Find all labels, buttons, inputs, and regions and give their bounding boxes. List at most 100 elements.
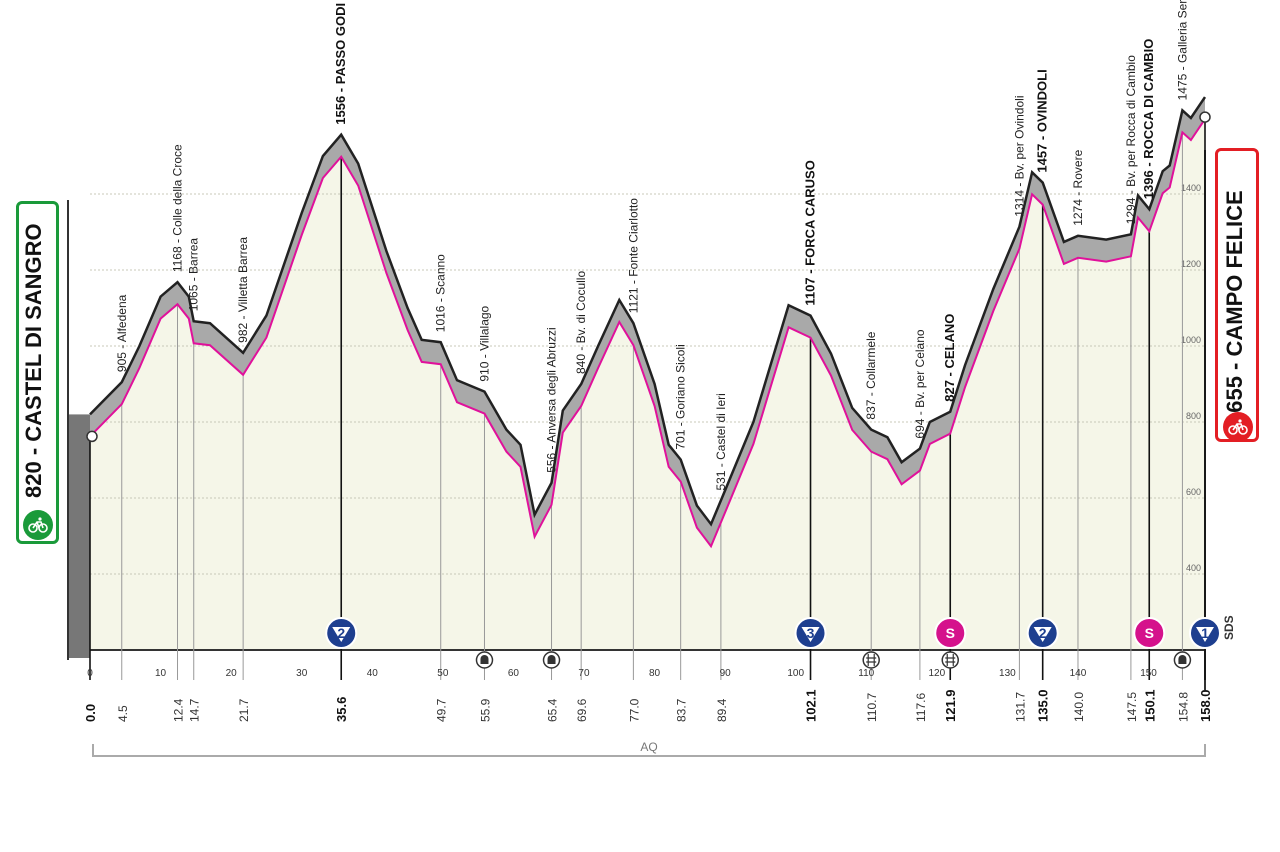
altitude-tick-label: 800 <box>1186 411 1201 421</box>
waypoint-label: 1274 - Rovere <box>1071 149 1085 225</box>
badge-label: S <box>1145 625 1154 641</box>
km-label: 154.8 <box>1176 692 1190 722</box>
altitude-tick-label: 1200 <box>1181 259 1201 269</box>
x-tick-label: 30 <box>296 668 308 679</box>
mountain-icon <box>332 627 351 642</box>
x-tick-label: 0 <box>87 668 93 679</box>
km-label: 35.6 <box>334 697 349 722</box>
x-tick-label: 40 <box>367 668 379 679</box>
x-tick-label: 110 <box>858 668 874 679</box>
profile-panel <box>90 119 1205 651</box>
badge-label: 3 <box>807 625 815 641</box>
altitude-tick-label: 1400 <box>1181 183 1201 193</box>
waypoint-label: 531 - Castel di Ieri <box>714 393 728 490</box>
km-label: 140.0 <box>1072 692 1086 722</box>
km-label: 77.0 <box>627 698 641 722</box>
x-tick-label: 140 <box>1070 668 1087 679</box>
waypoint-label: 840 - Bv. di Cocullo <box>574 271 588 374</box>
waypoint-label: 837 - Collarmele <box>864 331 878 419</box>
x-tick-label: 130 <box>999 668 1016 679</box>
tunnel-arch <box>547 655 556 664</box>
waypoint-label: 827 - CELANO <box>942 314 957 402</box>
finish-name: 1655 - CAMPO FELICE <box>1222 190 1247 425</box>
altitude-tick-label: 400 <box>1186 563 1201 573</box>
finish-cyclist-badge <box>1223 412 1253 442</box>
waypoint-label: 694 - Bv. per Celano <box>913 329 927 438</box>
waypoint-label: 982 - Villetta Barrea <box>236 237 250 343</box>
km-label: 89.4 <box>715 698 729 722</box>
mountain-icon <box>801 627 820 642</box>
x-tick-label: 90 <box>720 668 732 679</box>
waypoint-label: 1457 - OVINDOLI <box>1035 69 1050 172</box>
km-label: 83.7 <box>675 698 689 722</box>
waypoint-label: 910 - Villalago <box>477 305 491 381</box>
waypoint-label: 1556 - PASSO GODI <box>333 3 348 125</box>
finish-box <box>1215 148 1259 442</box>
km-label: 121.9 <box>943 689 958 722</box>
badge-label: 2 <box>1039 625 1047 641</box>
waypoint-label: 1475 - Galleria Serralunga <box>1175 0 1189 100</box>
start-wall <box>68 414 90 658</box>
finish-point <box>1199 111 1211 123</box>
sds-label: SDS <box>1222 615 1236 640</box>
x-tick-label: 20 <box>226 668 238 679</box>
altitude-tick-label: 1000 <box>1181 335 1201 345</box>
chart-panel <box>68 119 1205 658</box>
waypoint-label: 556 - Anversa degli Abruzzi <box>545 327 559 472</box>
km-label: 102.1 <box>804 689 819 722</box>
x-tick-label: 50 <box>437 668 449 679</box>
km-label: 135.0 <box>1036 689 1051 722</box>
km-label: 4.5 <box>116 705 130 722</box>
mountain-icon <box>1033 627 1052 642</box>
mountain-icon <box>1196 627 1214 642</box>
waypoint-label: 1065 - Barrea <box>187 238 201 312</box>
x-tick-label: 60 <box>508 668 520 679</box>
elevation-profile <box>86 96 1211 549</box>
waypoint-label: 1016 - Scanno <box>434 254 448 332</box>
category-badges: 2 3 S 2 S 1 <box>325 617 1221 649</box>
km-label: 55.9 <box>478 698 492 722</box>
tunnel-arch <box>480 655 489 664</box>
road-icons <box>475 651 1192 669</box>
waypoint-label: 1396 - ROCCA DI CAMBIO <box>1141 39 1156 200</box>
start-point <box>86 430 98 443</box>
cyclist-icon <box>28 517 48 533</box>
altitude-tick-label: 600 <box>1186 487 1201 497</box>
level-crossing-icon <box>941 651 959 669</box>
x-tick-label: 150 <box>1140 668 1157 679</box>
km-label: 12.4 <box>172 698 186 722</box>
level-crossing-icon <box>862 651 880 669</box>
x-tick-label: 10 <box>155 668 167 679</box>
x-tick-label: 70 <box>578 668 590 679</box>
region-label: AQ <box>640 740 657 754</box>
badge-label: S <box>946 625 955 641</box>
x-tick-label: 100 <box>787 668 804 679</box>
km-label: 0.0 <box>83 704 98 722</box>
tunnel-arch <box>1178 655 1187 664</box>
x-tick-label: 80 <box>649 668 661 679</box>
km-label: 21.7 <box>237 698 251 722</box>
start-cyclist-badge <box>23 510 53 540</box>
km-labels: 0.0 4.5 12.4 14.7 21.7 35.6 49.7 55.9 65.4 69.6 77… <box>83 689 1213 722</box>
x-axis-ticks: 0 10 20 30 40 50 60 70 80 90 100 110 120 130 140 150 <box>87 668 1157 679</box>
start-name: 820 - CASTEL DI SANGRO <box>21 223 46 498</box>
region-bracket: AQ <box>92 738 1206 757</box>
cyclist-icon <box>1228 419 1248 435</box>
sprint-badge <box>1133 617 1166 649</box>
sprint-badge <box>934 617 967 649</box>
waypoint-label: 1107 - FORCA CARUSO <box>803 160 818 305</box>
level-crossing-rails <box>866 654 877 666</box>
level-crossing-rails <box>945 654 956 666</box>
waypoint-label: 905 - Alfedena <box>115 294 129 372</box>
waypoint-label: 1121 - Fonte Ciarlotto <box>626 198 640 313</box>
waypoint-label: 1168 - Colle della Croce <box>171 144 185 272</box>
km-label: 150.1 <box>1142 689 1157 722</box>
waypoint-label: 1314 - Bv. per Ovindoli <box>1012 96 1026 217</box>
km-label: 69.6 <box>575 698 589 722</box>
badge-label: 1 <box>1201 625 1209 641</box>
km-label: 65.4 <box>546 698 560 722</box>
profile-top-edge <box>89 96 1207 527</box>
km-label: 147.5 <box>1125 692 1139 722</box>
